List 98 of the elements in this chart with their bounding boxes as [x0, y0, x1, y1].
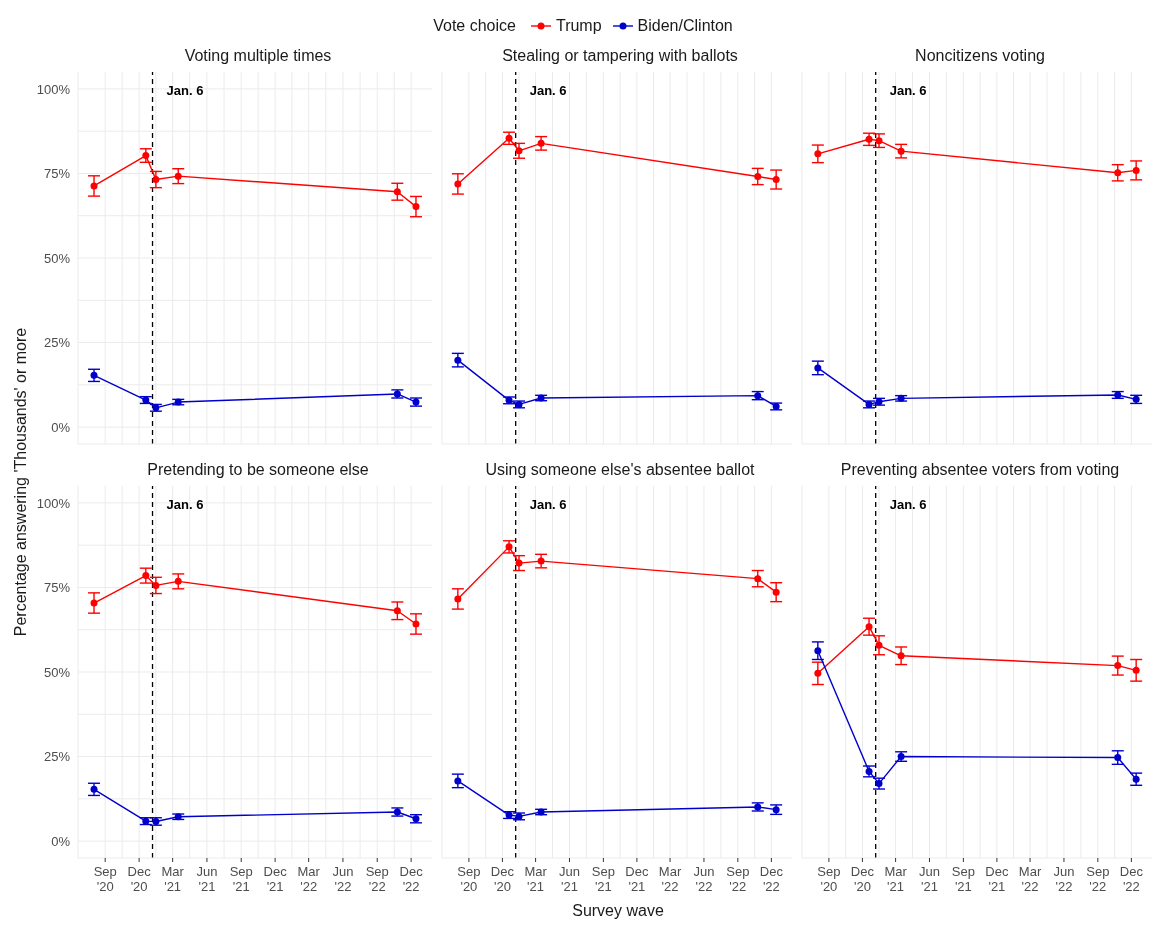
y-tick-label: 50%	[43, 250, 71, 266]
point	[814, 669, 822, 677]
x-tick-label: Dec '20	[127, 864, 152, 894]
y-tick-label: 0%	[51, 419, 71, 435]
x-tick-label: Dec '21	[625, 864, 649, 894]
x-tick-label: Dec '21	[263, 864, 288, 894]
point	[814, 647, 822, 655]
x-tick-label: Dec '22	[759, 864, 784, 894]
legend-title: Vote choice	[433, 17, 516, 35]
x-tick-label: Mar '22	[658, 864, 682, 894]
chart-title: Using someone else's absentee ballot	[484, 460, 756, 480]
y-tick-label: 25%	[43, 749, 71, 765]
point	[174, 577, 182, 585]
point	[897, 652, 905, 660]
point	[875, 641, 883, 649]
point	[90, 182, 98, 190]
x-tick-label: Jun '22	[332, 864, 354, 894]
x-tick-label: Jun '21	[558, 864, 580, 894]
x-tick-label: Sep '22	[726, 864, 750, 894]
point	[393, 188, 401, 196]
y-tick-label: 75%	[43, 580, 71, 596]
point	[90, 785, 98, 793]
point	[772, 176, 780, 184]
point	[454, 356, 462, 364]
point	[90, 371, 98, 379]
point	[515, 147, 523, 155]
point	[152, 581, 160, 589]
point	[865, 623, 873, 631]
legend-label: Trump	[555, 17, 602, 35]
y-tick-label: 25%	[43, 335, 71, 351]
point	[1132, 166, 1140, 174]
point	[1114, 662, 1122, 670]
legend-label: Biden/Clinton	[637, 17, 733, 35]
point	[814, 364, 822, 372]
point	[174, 172, 182, 180]
y-tick-label: 100%	[36, 81, 71, 97]
y-tick-label: 75%	[43, 166, 71, 182]
x-tick-label: Sep '22	[1086, 864, 1110, 894]
x-tick-label: Dec '22	[1119, 864, 1144, 894]
x-tick-label: Sep '20	[817, 864, 841, 894]
x-tick-label: Mar '21	[884, 864, 908, 894]
y-tick-label: 100%	[36, 495, 71, 511]
x-tick-label: Sep '20	[93, 864, 117, 894]
x-tick-label: Sep '21	[229, 864, 253, 894]
point	[515, 559, 523, 567]
point	[393, 607, 401, 615]
point	[897, 147, 905, 155]
y-tick-label: 0%	[51, 833, 71, 849]
point	[454, 180, 462, 188]
x-tick-label: Jun '21	[918, 864, 940, 894]
point	[90, 599, 98, 607]
point	[537, 139, 545, 147]
point	[454, 777, 462, 785]
x-tick-label: Jun '22	[1053, 864, 1075, 894]
y-tick-label: 50%	[43, 664, 71, 680]
x-tick-label: Mar '21	[524, 864, 548, 894]
point	[142, 152, 150, 160]
x-tick-label: Dec '20	[850, 864, 875, 894]
ref-line-label: Jan. 6	[889, 83, 927, 99]
chart-title: Stealing or tampering with ballots	[501, 46, 739, 66]
ref-line-label: Jan. 6	[529, 497, 567, 513]
point	[152, 176, 160, 184]
chart-title: Preventing absentee voters from voting	[839, 460, 1121, 480]
point	[1114, 754, 1122, 762]
point	[754, 575, 762, 583]
chart-title: Noncitizens voting	[914, 46, 1046, 66]
x-tick-label: Sep '22	[365, 864, 389, 894]
x-tick-label: Mar '22	[1018, 864, 1042, 894]
point	[814, 150, 822, 158]
x-tick-label: Mar '21	[161, 864, 185, 894]
point	[412, 203, 420, 211]
point	[754, 173, 762, 180]
point	[412, 620, 420, 628]
x-tick-label: Dec '21	[985, 864, 1009, 894]
x-tick-label: Sep '21	[591, 864, 615, 894]
x-tick-label: Jun '21	[196, 864, 218, 894]
x-axis-title: Survey wave	[571, 902, 665, 920]
point	[772, 588, 780, 596]
x-tick-label: Dec '20	[490, 864, 515, 894]
x-tick-label: Mar '22	[297, 864, 321, 894]
point	[875, 137, 883, 145]
point	[142, 572, 150, 580]
point	[1132, 666, 1140, 674]
chart-title: Pretending to be someone else	[146, 460, 370, 480]
chart-title: Voting multiple times	[183, 46, 333, 66]
point	[505, 134, 513, 142]
ref-line-label: Jan. 6	[889, 497, 927, 513]
x-tick-label: Sep '20	[457, 864, 481, 894]
ref-line-label: Jan. 6	[529, 83, 567, 99]
ref-line-label: Jan. 6	[166, 497, 204, 513]
y-axis-title: Percentage answering 'Thousands' or more	[12, 327, 30, 637]
ref-line-label: Jan. 6	[166, 83, 204, 99]
point	[537, 557, 545, 565]
x-tick-label: Sep '21	[951, 864, 975, 894]
point	[454, 595, 462, 603]
x-tick-label: Dec '22	[399, 864, 424, 894]
x-tick-label: Jun '22	[693, 864, 715, 894]
point	[1114, 169, 1122, 177]
